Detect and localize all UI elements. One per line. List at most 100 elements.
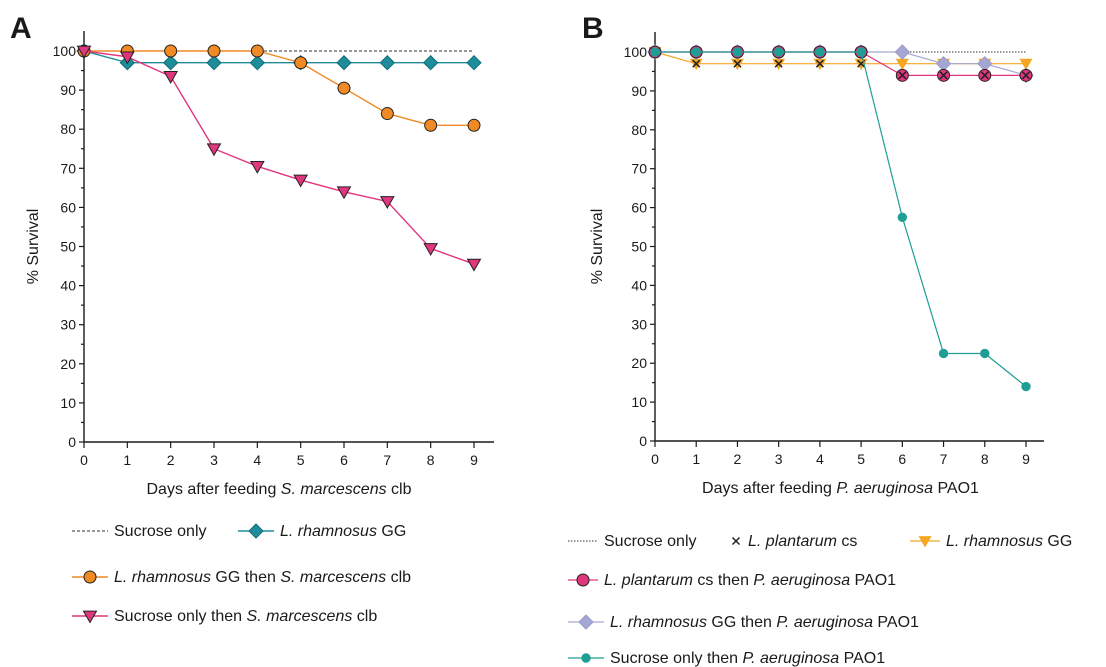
a-y-tick-label: 30: [60, 317, 76, 333]
b-y-tick-label: 30: [631, 316, 647, 332]
a-y-tick-label: 10: [60, 395, 76, 411]
a-data-point: [293, 174, 309, 188]
b-legend-label: L. plantarum cs: [748, 533, 857, 550]
b-legend-entry: L. plantarum cs then P. aeruginosa PAO1: [568, 572, 896, 589]
a-x-tick-label: 5: [297, 452, 305, 468]
b-legend-marker: [731, 536, 741, 546]
a-data-point: [424, 118, 438, 132]
b-series-1: [648, 47, 1033, 71]
a-legend-entry: Sucrose only: [72, 523, 207, 540]
panel-b-y-axis-label: % Survival: [589, 209, 606, 285]
panel-b-series: [647, 44, 1034, 392]
a-legend-entry: L. rhamnosus GG then S. marcescens clb: [72, 569, 411, 586]
panel-b-axes: 0 10 20 30 40 50 60 70 80 90 100 0 1 2 3 4 5 6 7 8 9: [624, 32, 1044, 467]
b-x-tick-label: 3: [775, 451, 783, 467]
b-series-5: [650, 47, 1031, 392]
a-legend-entry: L. rhamnosus GG: [238, 523, 406, 540]
b-y-tick-label: 80: [631, 122, 647, 138]
b-data-point: [980, 348, 990, 359]
b-x-tick-label: 6: [898, 451, 906, 467]
a-y-tick-label: 60: [60, 199, 76, 215]
a-data-point: [207, 44, 221, 58]
b-y-tick-label: 40: [631, 277, 647, 293]
b-data-point: [938, 348, 949, 359]
a-x-tick-label: 4: [253, 452, 261, 468]
a-y-tick-label: 0: [68, 434, 76, 450]
a-x-tick-label: 1: [123, 452, 131, 468]
a-legend-label: L. rhamnosus GG then S. marcescens clb: [114, 569, 411, 586]
a-series-line: [83, 50, 475, 265]
b-legend-entry: Sucrose only: [568, 533, 697, 550]
b-y-tick-label: 10: [631, 394, 647, 410]
b-x-tick-label: 9: [1022, 451, 1030, 467]
a-data-point: [76, 45, 92, 59]
b-y-tick-label: 90: [631, 83, 647, 99]
b-data-point: [939, 71, 948, 80]
b-data-point: [815, 59, 824, 68]
b-series-4: [650, 47, 1031, 80]
b-data-point: [977, 55, 993, 72]
b-data-point: [935, 55, 952, 72]
b-x-tick-label: 1: [692, 451, 700, 467]
b-legend-marker: [581, 653, 591, 663]
panel-a-legend: Sucrose only L. rhamnosus GG L. rhamnosus …: [72, 523, 411, 625]
a-data-point: [163, 71, 179, 84]
a-legend-label: L. rhamnosus GG: [280, 523, 406, 540]
a-data-point: [337, 81, 351, 95]
b-data-point: [815, 47, 825, 57]
a-data-point: [249, 160, 265, 174]
a-x-tick-label: 3: [210, 452, 218, 468]
a-data-point: [206, 143, 222, 157]
b-x-tick-label: 8: [981, 451, 989, 467]
panel-b-letter: B: [582, 12, 604, 45]
panel-a-letter: A: [10, 12, 32, 45]
b-x-tick-label: 2: [734, 451, 742, 467]
b-data-point: [691, 47, 701, 57]
b-data-point: [1019, 58, 1033, 71]
b-data-point: [773, 47, 784, 57]
b-y-tick-label: 0: [639, 433, 647, 449]
a-x-tick-label: 8: [427, 452, 435, 468]
panel-b-legend: Sucrose only L. plantarum cs L. rhamnosus …: [568, 533, 1072, 667]
b-legend-marker: [578, 614, 594, 630]
a-data-point: [423, 243, 439, 256]
a-y-tick-label: 100: [53, 43, 77, 59]
b-data-point: [732, 47, 743, 57]
panel-a-y-axis-label: % Survival: [25, 209, 42, 285]
a-x-tick-label: 9: [470, 452, 478, 468]
a-legend-marker: [83, 570, 97, 584]
a-data-point: [119, 51, 135, 65]
b-data-point: [894, 44, 911, 60]
panel-a-x-axis-label: Days after feeding S. marcescens clb: [146, 481, 411, 498]
b-y-tick-label: 50: [631, 239, 647, 255]
a-legend-label: Sucrose only: [114, 523, 207, 540]
a-x-tick-label: 0: [80, 452, 88, 468]
b-data-point: [895, 58, 909, 71]
b-y-tick-label: 60: [631, 200, 647, 216]
a-y-tick-label: 70: [60, 160, 76, 176]
b-data-point: [1021, 71, 1031, 80]
a-data-point: [294, 56, 308, 70]
b-data-point: [774, 59, 783, 68]
b-legend-entry: L. plantarum cs: [731, 533, 857, 550]
a-legend-marker: [248, 523, 264, 539]
b-data-point: [1021, 381, 1031, 392]
b-data-point: [897, 212, 908, 223]
a-y-tick-label: 50: [60, 239, 76, 255]
b-x-tick-label: 7: [940, 451, 948, 467]
b-x-tick-label: 4: [816, 451, 824, 467]
b-legend-label: Sucrose only: [604, 533, 697, 550]
a-legend-label: Sucrose only then S. marcescens clb: [114, 608, 377, 625]
b-y-tick-label: 20: [631, 355, 647, 371]
a-data-point: [206, 55, 222, 71]
a-y-tick-label: 90: [60, 82, 76, 98]
b-legend-label: Sucrose only then P. aeruginosa PAO1: [610, 650, 885, 667]
panel-a: A 0 10 20 30 40 50 60 70 80 90 100 0 1 2 3 4 5 6 7 8 9 Days …: [10, 12, 494, 625]
b-legend-label: L. rhamnosus GG: [946, 533, 1072, 550]
a-data-point: [380, 107, 394, 121]
b-legend-marker: [576, 573, 590, 587]
panel-a-axes: 0 10 20 30 40 50 60 70 80 90 100 0 1 2 3 4 5 6 7 8 9: [53, 31, 494, 468]
b-legend-entry: L. rhamnosus GG: [910, 533, 1072, 550]
a-data-point: [250, 44, 264, 58]
b-data-point: [856, 47, 866, 57]
